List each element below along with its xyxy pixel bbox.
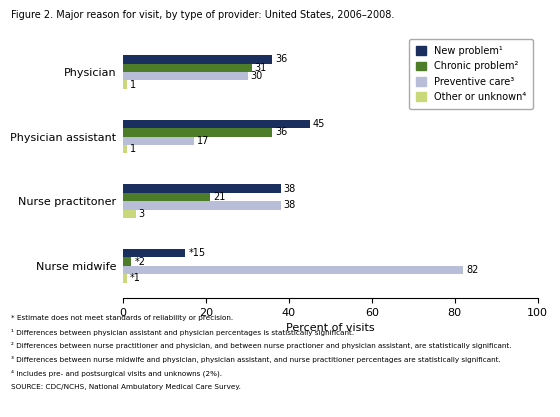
Text: 38: 38 [283,201,296,211]
Text: ² Differences between nurse practitioner and physician, and between nurse practi: ² Differences between nurse practitioner… [11,342,512,349]
X-axis label: Percent of visits: Percent of visits [286,324,375,334]
Bar [123,145,127,153]
Text: 31: 31 [255,63,267,73]
Bar [123,184,281,193]
Text: ⁴ Includes pre- and postsurgical visits and unknowns (2%).: ⁴ Includes pre- and postsurgical visits … [11,370,222,377]
Bar [123,210,136,218]
Text: SOURCE: CDC/NCHS, National Ambulatory Medical Care Survey.: SOURCE: CDC/NCHS, National Ambulatory Me… [11,384,241,389]
Bar [123,257,132,266]
Legend: New problem¹, Chronic problem², Preventive care³, Other or unknown⁴: New problem¹, Chronic problem², Preventi… [409,39,533,109]
Text: 36: 36 [276,54,287,64]
Text: *15: *15 [188,248,206,258]
Text: * Estimate does not meet standards of reliability or precision.: * Estimate does not meet standards of re… [11,315,234,321]
Text: 82: 82 [466,265,478,275]
Text: 3: 3 [138,209,144,219]
Bar [123,80,127,89]
Text: 21: 21 [213,192,226,202]
Bar [123,274,127,283]
Text: 1: 1 [130,80,137,90]
Bar [123,193,210,201]
Text: *1: *1 [130,274,141,284]
Bar [123,249,185,257]
Text: 38: 38 [283,183,296,193]
Bar [123,137,194,145]
Bar [123,266,463,274]
Text: Figure 2. Major reason for visit, by type of provider: United States, 2006–2008.: Figure 2. Major reason for visit, by typ… [11,10,395,20]
Bar [123,63,251,72]
Text: ¹ Differences between physician assistant and physician percentages is statistic: ¹ Differences between physician assistan… [11,329,354,336]
Bar [123,72,248,80]
Bar [123,201,281,210]
Text: 30: 30 [250,71,263,81]
Text: 36: 36 [276,127,287,137]
Text: ³ Differences between nurse midwife and physician, physician assistant, and nurs: ³ Differences between nurse midwife and … [11,356,501,363]
Bar [123,120,310,128]
Text: 17: 17 [197,136,209,146]
Bar [123,128,272,137]
Text: 45: 45 [312,119,325,129]
Text: *2: *2 [134,256,146,266]
Bar [123,55,272,63]
Text: 1: 1 [130,144,137,154]
